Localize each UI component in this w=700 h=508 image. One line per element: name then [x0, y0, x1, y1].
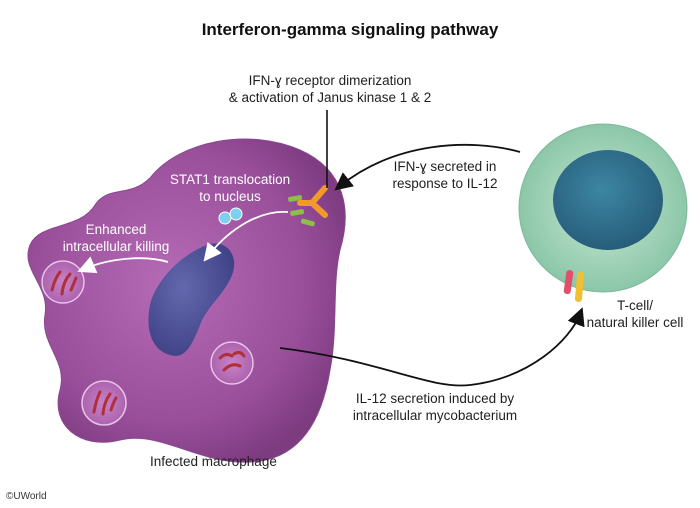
t-cell	[518, 123, 688, 302]
macrophage-label: Infected macrophage	[150, 454, 277, 469]
ifn-gamma-receptor	[288, 185, 328, 227]
diagram-title: Interferon-gamma signaling pathway	[201, 20, 499, 39]
t-cell-nucleus	[553, 150, 663, 250]
receptor-label-line1: IFN-ɣ receptor dimerization	[248, 73, 412, 88]
receptor-label-line2: & activation of Janus kinase 1 & 2	[228, 90, 432, 105]
tcell-label-line2: natural killer cell	[586, 315, 684, 330]
stat1-label-line2: to nucleus	[199, 189, 261, 204]
il12-label-line2: intracellular mycobacterium	[352, 408, 518, 423]
stat1-label: STAT1 translocation to nucleus	[140, 171, 320, 205]
macrophage-nucleus	[148, 243, 235, 356]
copyright-text: ©UWorld	[6, 491, 47, 502]
stat1-translocation-arrow	[203, 211, 289, 262]
vacuole-bacteria-3	[81, 380, 127, 426]
secreted-label: IFN-ɣ secreted in response to IL-12	[365, 158, 525, 192]
tcell-label-line1: T-cell/	[616, 298, 653, 313]
vacuole-bacteria-2	[210, 341, 254, 385]
intracellular-killing-arrow	[77, 256, 169, 274]
il12-secretion-arrow	[279, 307, 585, 387]
killing-label-line1: Enhanced	[85, 222, 147, 237]
stat1-molecules	[218, 207, 243, 225]
vacuole-bacteria-1	[41, 260, 85, 304]
killing-label: Enhanced intracellular killing	[46, 221, 186, 255]
stat1-label-line1: STAT1 translocation	[169, 172, 291, 187]
killing-label-line2: intracellular killing	[62, 239, 170, 254]
tcell-label: T-cell/ natural killer cell	[570, 297, 700, 331]
receptor-label: IFN-ɣ receptor dimerization & activation…	[200, 72, 460, 106]
secreted-label-line1: IFN-ɣ secreted in	[393, 159, 497, 174]
secreted-label-line2: response to IL-12	[392, 176, 498, 191]
il12-label: IL-12 secretion induced by intracellular…	[330, 390, 540, 424]
il12-label-line1: IL-12 secretion induced by	[355, 391, 515, 406]
ifn-secretion-arrow	[334, 143, 521, 191]
